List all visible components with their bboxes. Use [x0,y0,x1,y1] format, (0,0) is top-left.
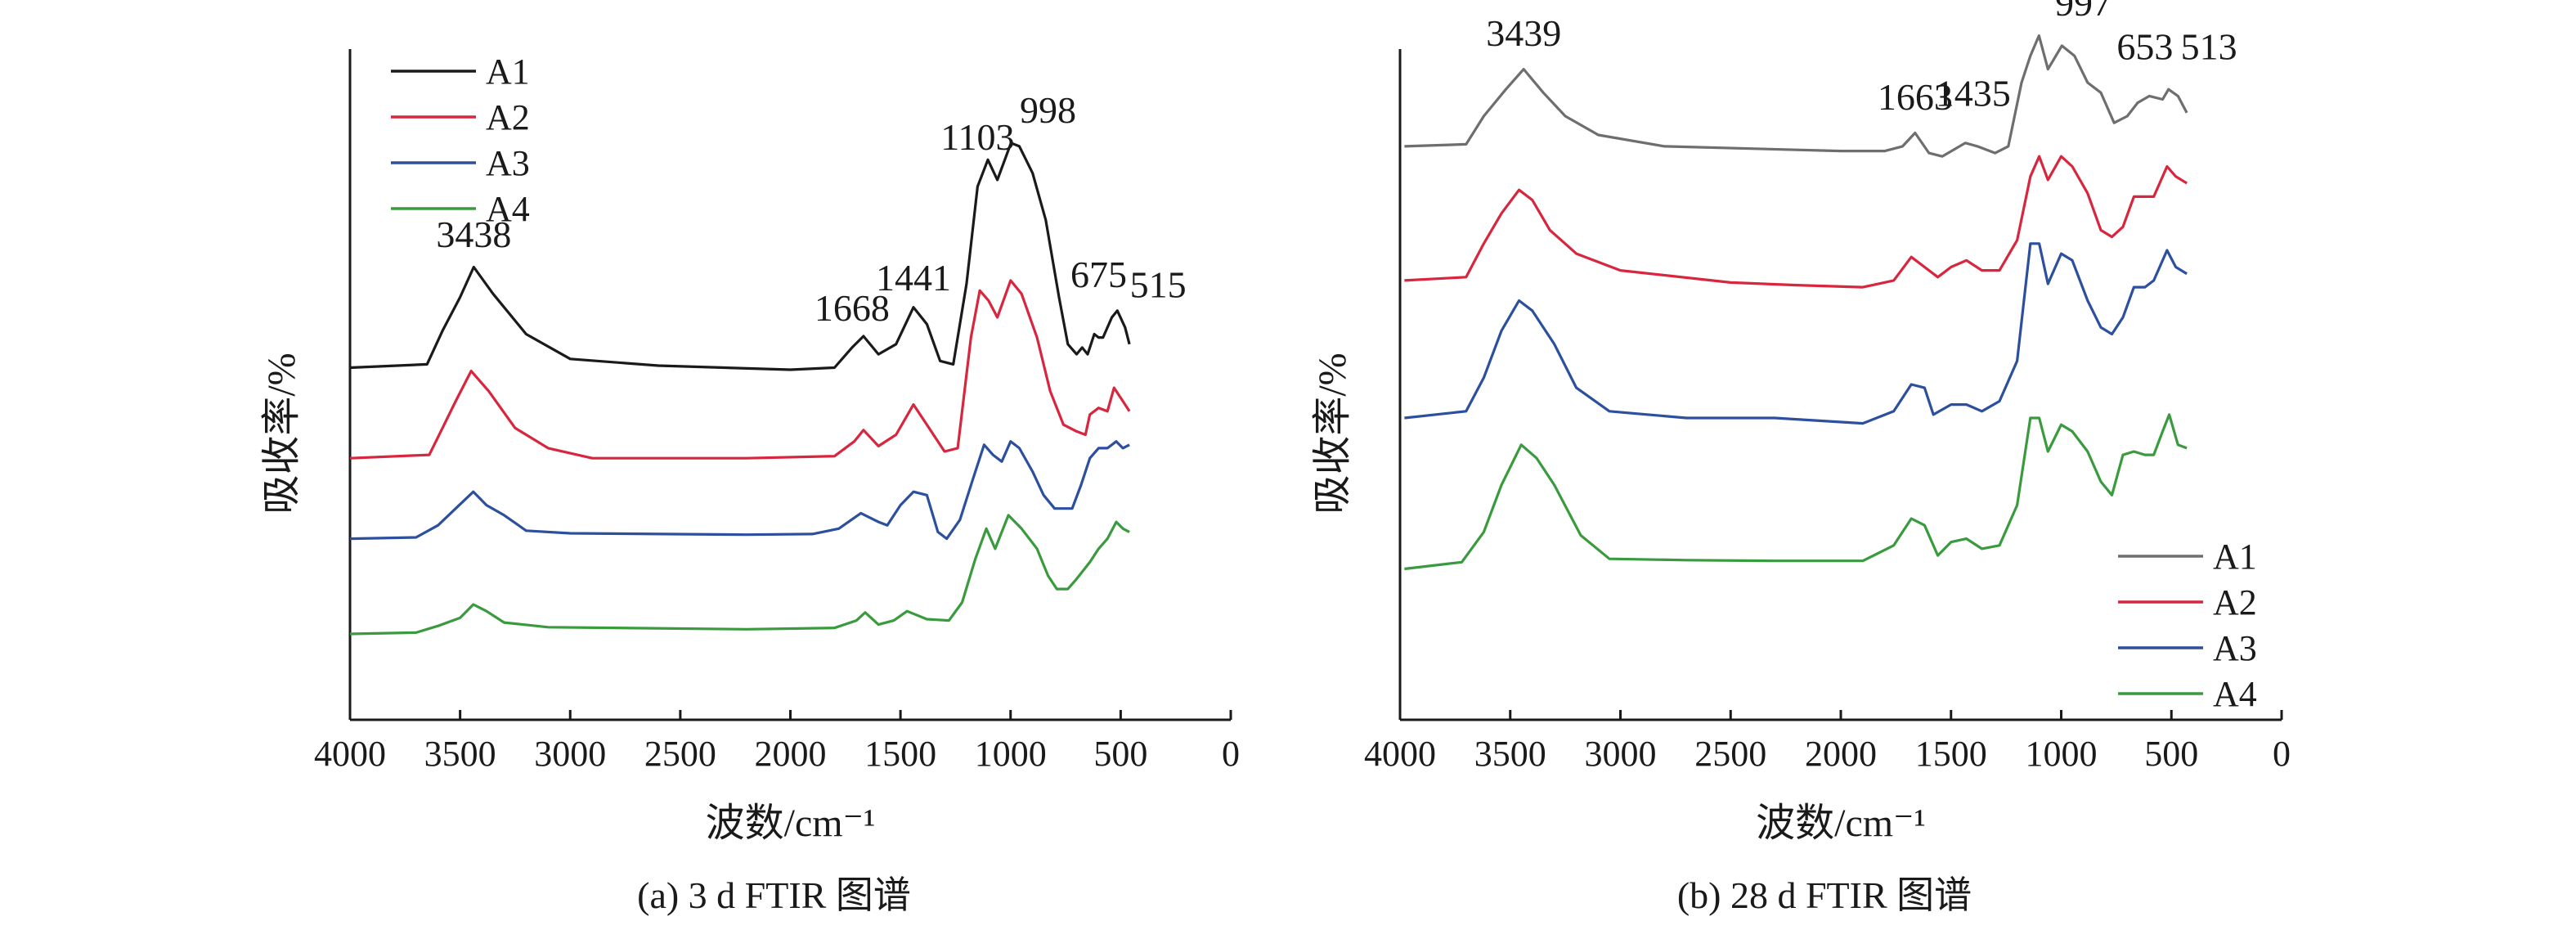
x-tick-label: 4000 [1364,734,1436,774]
peak-label: 998 [1020,89,1076,131]
x-tick-label: 1500 [864,734,936,774]
x-tick-label: 3000 [1585,734,1657,774]
x-tick-label: 1000 [2026,734,2098,774]
legend-label-a2: A2 [486,97,530,137]
peak-label: 515 [1130,263,1187,305]
x-tick-label: 500 [1093,734,1147,774]
x-tick-label: 3500 [424,734,496,774]
series-line-a2 [349,279,1131,460]
peak-label: 1668 [815,287,890,329]
x-tick-label: 3000 [534,734,606,774]
panel-b: 4000 3500 3000 2500 2000 1500 1000 500 0 波数/cm⁻¹ 吸… [1311,0,2291,916]
x-tick-label: 1500 [1915,734,1987,774]
peak-label: 1441 [876,257,951,299]
peak-label: 3438 [436,213,511,255]
panel-caption: (b) 28 d FTIR 图谱 [1677,874,1972,916]
legend-label-a4: A4 [486,189,530,229]
x-tick-label: 4000 [314,734,386,774]
x-tick-label: 2500 [1694,734,1766,774]
legend-label-a4: A4 [2213,674,2257,714]
y-axis-title: 吸收率/% [1311,353,1354,514]
panel-caption: (a) 3 d FTIR 图谱 [637,874,911,916]
x-tick-label: 0 [1222,734,1240,774]
x-tick-label: 0 [2273,734,2291,774]
x-tick-label: 2000 [755,734,827,774]
x-axis-title: 波数/cm⁻¹ [706,802,876,845]
legend-label-a2: A2 [2213,582,2257,622]
legend-label-a1: A1 [2213,537,2257,577]
x-tick-label: 2000 [1805,734,1877,774]
x-tick-label: 1000 [975,734,1047,774]
series-line-a4 [349,514,1130,636]
x-axis-title: 波数/cm⁻¹ [1756,802,1926,845]
peak-label: 3439 [1486,12,1561,54]
series-line-a1 [1404,34,2188,158]
legend-label-a3: A3 [486,143,530,183]
x-tick-label: 500 [2144,734,2198,774]
x-tick-label: 3500 [1474,734,1546,774]
peak-label: 675 [1070,254,1127,295]
x-tick-label: 2500 [644,734,716,774]
peak-label: 1103 [940,116,1014,158]
series-line-a3 [349,440,1130,541]
legend-label-a3: A3 [2213,628,2257,668]
peak-label: 513 [2181,25,2237,67]
panel-a: 4000 3500 3000 2500 2000 1500 1000 500 0 波数/cm⁻¹ 吸… [260,49,1240,916]
series-line-a3 [1404,242,2188,425]
series-line-a1 [349,142,1131,371]
series-line-a4 [1404,413,2188,571]
y-axis-title: 吸收率/% [260,353,303,514]
peak-label: 1663 [1878,76,1953,118]
peak-label: 1101 [1978,0,2052,7]
legend-label-a1: A1 [486,52,530,92]
peak-label: 1435 [1936,73,2011,115]
series-line-a2 [1404,155,2188,289]
peak-label: 997 [2055,0,2112,24]
peak-label: 653 [2116,25,2173,67]
